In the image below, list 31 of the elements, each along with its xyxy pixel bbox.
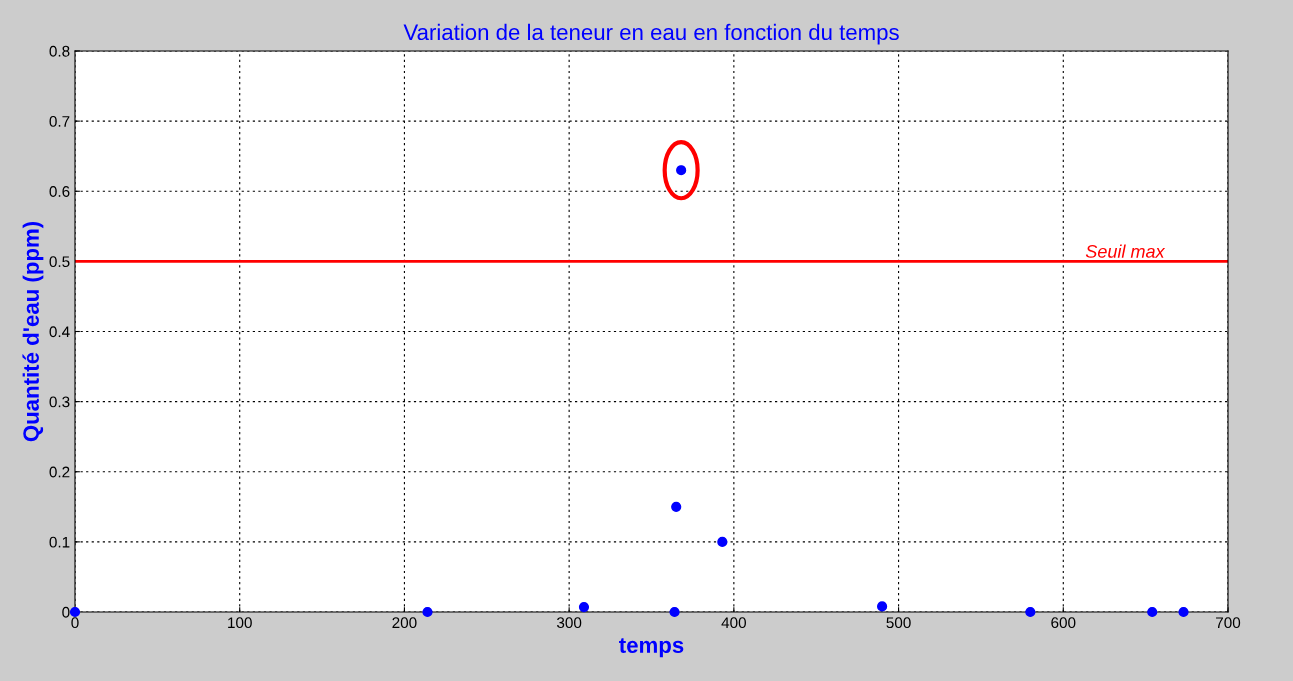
point	[1147, 606, 1158, 618]
point	[717, 536, 728, 547]
y-tick-label: 0.2	[49, 466, 70, 478]
ref-line-label: Seuil max	[1085, 244, 1166, 258]
point	[877, 601, 888, 612]
x-tick-label: 600	[1051, 617, 1076, 629]
y-tick-label: 0.3	[49, 396, 70, 408]
point	[676, 165, 687, 176]
x-tick-label: 200	[392, 617, 417, 629]
point	[1178, 606, 1189, 618]
x-axis-title: temps	[619, 638, 684, 658]
y-tick-label: 0.7	[49, 115, 70, 127]
x-tick-label: 400	[721, 617, 747, 629]
y-tick-label: 0.8	[49, 45, 70, 57]
y-tick-label: 0	[62, 606, 70, 618]
y-tick-label: 0.5	[49, 256, 70, 268]
x-tick-label: 700	[1216, 617, 1241, 629]
x-tick-label: 500	[886, 617, 911, 629]
y-tick-label: 0.4	[49, 326, 70, 338]
point	[669, 606, 680, 618]
point	[671, 501, 682, 512]
y-tick-label: 0.6	[49, 186, 70, 197]
x-tick-label: 0	[71, 617, 79, 629]
y-axis-title: Quantité d'eau (ppm)	[22, 221, 44, 442]
x-tick-label: 300	[556, 617, 582, 629]
point	[578, 602, 590, 613]
x-tick-label: 100	[228, 617, 252, 629]
point	[422, 606, 433, 618]
y-tick-label: 0.1	[49, 536, 70, 548]
point	[1025, 606, 1036, 618]
chart-title: Variation de la teneur en eau en fonction du temps	[403, 23, 899, 45]
